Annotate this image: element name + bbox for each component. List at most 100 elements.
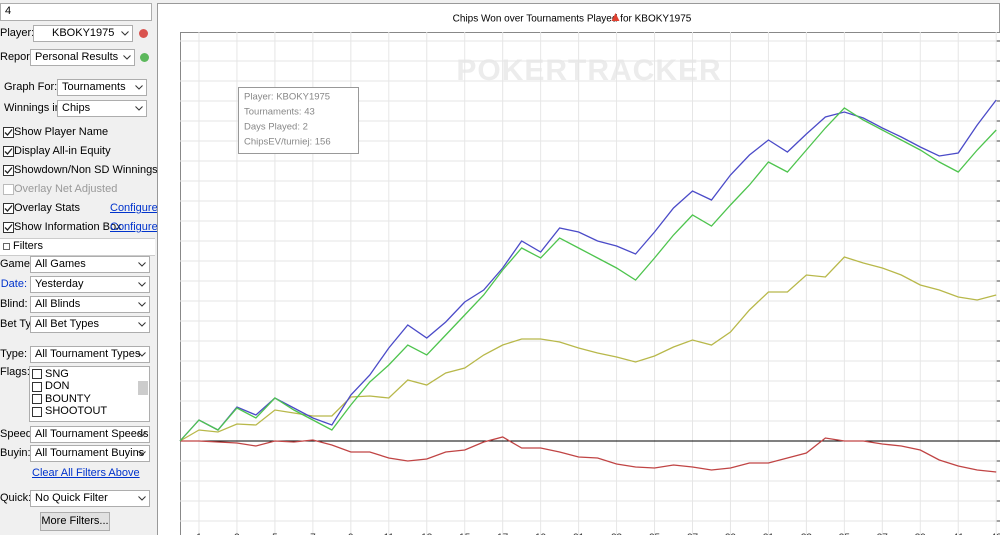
x-tick-label: 25: [649, 533, 661, 535]
check-mark: [4, 167, 13, 174]
x-tick-label: 39: [915, 533, 927, 535]
info-line: Days Played: 2: [244, 122, 308, 133]
checkbox: [3, 184, 14, 195]
filter-label: Blind:: [0, 298, 28, 310]
report-label: Report:: [0, 51, 37, 63]
more-filters-button[interactable]: More Filters...: [40, 512, 110, 531]
arrow-line: [138, 451, 146, 456]
arrow-line: [121, 31, 129, 36]
filter-select[interactable]: All Games: [30, 256, 150, 273]
flag-label: SNG: [45, 367, 69, 380]
flags-label: Flags:: [0, 366, 30, 378]
x-tick-label: 33: [801, 533, 813, 535]
select-value: Yesterday: [35, 278, 84, 290]
filter-select[interactable]: All Tournament Buyins: [30, 445, 150, 462]
player-label: Player:: [0, 27, 35, 39]
winnings-label: Winnings in:: [4, 102, 64, 114]
dropdown-arrow: [123, 55, 131, 60]
quick-select[interactable]: No Quick Filter: [30, 490, 150, 507]
filter-select[interactable]: All Tournament Types: [30, 346, 150, 363]
filter-label: Buyin:: [0, 447, 31, 459]
x-tick-label: 21: [573, 533, 585, 535]
clear-filters-link[interactable]: Clear All Filters Above: [32, 467, 140, 479]
arrow-line: [135, 85, 143, 90]
quick-label: Quick:: [0, 492, 32, 504]
dropdown-arrow: [138, 451, 146, 456]
flag-checkbox[interactable]: [32, 406, 42, 417]
winnings-select[interactable]: Chips: [57, 100, 147, 117]
check-stroke: [4, 148, 13, 155]
configure-link[interactable]: Configure: [110, 202, 158, 214]
info-line: Player: KBOKY1975: [244, 92, 330, 103]
search-box[interactable]: 4: [0, 3, 152, 21]
report-select[interactable]: Personal Results: [30, 49, 135, 66]
flag-label: SHOOTOUT: [45, 405, 108, 417]
player-select[interactable]: KBOKY1975: [33, 25, 133, 42]
check-stroke: [4, 224, 13, 231]
select-value: All Games: [35, 258, 86, 270]
x-tick-label: 7: [310, 533, 316, 535]
dropdown-arrow: [135, 106, 143, 111]
checkbox[interactable]: [3, 165, 14, 176]
filter-select[interactable]: Yesterday: [30, 276, 150, 293]
chart-title: Chips Won over Tournaments Played for KB…: [453, 14, 692, 25]
checkbox-label: Show Player Name: [14, 126, 109, 138]
checkbox[interactable]: [3, 203, 14, 214]
select-value: KBOKY1975: [52, 27, 115, 39]
check-mark: [4, 224, 13, 231]
arrow-line: [138, 302, 146, 307]
arrow-line: [138, 262, 146, 267]
select-value: All Bet Types: [35, 318, 99, 330]
flag-checkbox[interactable]: [32, 369, 42, 379]
x-tick-label: 13: [421, 533, 433, 535]
check-stroke: [4, 205, 13, 212]
filter-label: Speed:: [0, 428, 35, 440]
dropdown-arrow: [138, 496, 146, 501]
x-tick-label: 3: [234, 533, 240, 535]
flags-list: [29, 366, 150, 422]
flags-scrollbar[interactable]: [138, 381, 148, 395]
configure-link[interactable]: Configure: [110, 221, 158, 233]
player-icon: [139, 29, 148, 38]
checkbox[interactable]: [3, 222, 14, 233]
x-tick-label: 37: [877, 533, 889, 535]
x-tick-label: 27: [687, 533, 699, 535]
select-value: No Quick Filter: [35, 492, 108, 504]
status-icon: [140, 53, 149, 62]
checkbox-label: Overlay Stats: [14, 202, 81, 214]
x-tick-label: 1: [196, 533, 202, 535]
x-tick-label: 29: [725, 533, 737, 535]
select-value: All Blinds: [35, 298, 81, 310]
filter-select[interactable]: All Tournament Speeds: [30, 426, 150, 443]
dropdown-arrow: [138, 302, 146, 307]
graph-for-label: Graph For:: [4, 81, 58, 93]
flag-checkbox[interactable]: [32, 381, 42, 392]
dropdown-arrow: [135, 85, 143, 90]
filter-label: Date:: [0, 278, 27, 290]
graph-for-select[interactable]: Tournaments: [57, 79, 147, 96]
filter-label: Bet Type:: [0, 318, 47, 330]
x-tick-label: 23: [611, 533, 623, 535]
dropdown-arrow: [138, 432, 146, 437]
select-value: All Tournament Types: [35, 348, 141, 360]
check-stroke: [4, 167, 13, 174]
series-line: [179, 107, 997, 442]
x-tick-label: 17: [497, 533, 509, 535]
flag-checkbox[interactable]: [32, 394, 42, 404]
x-tick-label: 11: [384, 533, 395, 535]
flag-label: BOUNTY: [45, 392, 91, 405]
filters-toggle[interactable]: [3, 243, 10, 250]
arrow-line: [138, 352, 146, 357]
info-line: Tournaments: 43: [244, 107, 315, 118]
checkbox[interactable]: [3, 127, 14, 138]
check-mark: [4, 129, 13, 136]
x-tick-label: 19: [535, 533, 547, 535]
settings-panel: 4 Player: KBOKY1975 Report: Personal Results…: [0, 0, 158, 535]
checkbox[interactable]: [3, 146, 14, 157]
checkbox-label: Showdown/Non SD Winnings: [14, 164, 158, 176]
filter-select[interactable]: All Bet Types: [30, 316, 150, 333]
filter-select[interactable]: All Blinds: [30, 296, 150, 313]
arrow-line: [138, 432, 146, 437]
series-line: [180, 436, 997, 473]
